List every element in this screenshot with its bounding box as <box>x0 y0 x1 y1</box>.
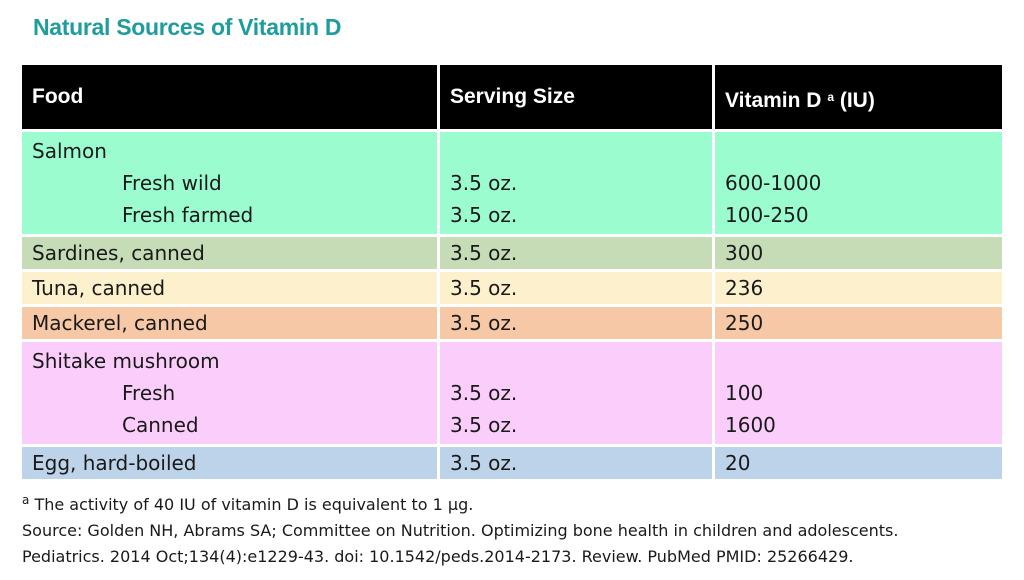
value-salmon-fresh-wild: 600-1000 <box>725 171 822 195</box>
table-row-shitake: Shitake mushroom Fresh Canned 3.5 oz. 3.… <box>22 342 1002 447</box>
value-shitake-fresh: 100 <box>725 381 764 405</box>
food-egg: Egg, hard-boiled <box>22 447 440 479</box>
vitamin-d-table: Food Serving Size Vitamin D a (IU) Salmo… <box>22 65 1002 479</box>
value-sardines: 300 <box>725 241 764 265</box>
serving-salmon-fresh-wild: 3.5 oz. <box>450 171 518 195</box>
header-vitamin-label: Vitamin D <box>725 89 822 112</box>
value-tuna: 236 <box>725 276 764 300</box>
food-salmon-fresh-farmed: Fresh farmed <box>122 203 254 227</box>
footnote-a: a The activity of 40 IU of vitamin D is … <box>22 487 898 518</box>
food-shitake-fresh: Fresh <box>122 381 176 405</box>
food-salmon-fresh-wild: Fresh wild <box>122 171 222 195</box>
serving-salmon-fresh-farmed: 3.5 oz. <box>450 203 518 227</box>
page-title: Natural Sources of Vitamin D <box>33 14 342 40</box>
table-row-tuna: Tuna, canned 3.5 oz. 236 <box>22 272 1002 307</box>
value-egg: 20 <box>725 451 751 475</box>
food-shitake-canned: Canned <box>122 413 199 437</box>
serving-mackerel: 3.5 oz. <box>440 307 715 339</box>
header-food: Food <box>22 65 440 129</box>
serving-sardines: 3.5 oz. <box>440 237 715 269</box>
food-sardines: Sardines, canned <box>22 237 440 269</box>
value-salmon-fresh-farmed: 100-250 <box>725 203 809 227</box>
value-shitake-canned: 1600 <box>725 413 776 437</box>
table-header-row: Food Serving Size Vitamin D a (IU) <box>22 65 1002 132</box>
value-mackerel: 250 <box>725 311 764 335</box>
table-row-egg: Egg, hard-boiled 3.5 oz. 20 <box>22 447 1002 479</box>
header-vitamin-superscript: a <box>827 90 834 104</box>
footnotes: a The activity of 40 IU of vitamin D is … <box>22 487 898 570</box>
serving-egg: 3.5 oz. <box>440 447 715 479</box>
food-shitake: Shitake mushroom <box>32 349 220 373</box>
source-line-2: Pediatrics. 2014 Oct;134(4):e1229-43. do… <box>22 547 854 566</box>
source-line-1: Source: Golden NH, Abrams SA; Committee … <box>22 521 899 540</box>
footnote-text: The activity of 40 IU of vitamin D is eq… <box>34 495 474 514</box>
header-vitamin-d: Vitamin D a (IU) <box>715 65 1002 129</box>
serving-shitake-fresh: 3.5 oz. <box>450 381 518 405</box>
footnote-superscript: a <box>22 493 30 507</box>
food-tuna: Tuna, canned <box>22 272 440 304</box>
serving-shitake-canned: 3.5 oz. <box>450 413 518 437</box>
food-mackerel: Mackerel, canned <box>22 307 440 339</box>
header-vitamin-unit: (IU) <box>839 89 875 112</box>
table-row-sardines: Sardines, canned 3.5 oz. 300 <box>22 237 1002 272</box>
food-salmon: Salmon <box>32 139 107 163</box>
serving-tuna: 3.5 oz. <box>440 272 715 304</box>
table-row-mackerel: Mackerel, canned 3.5 oz. 250 <box>22 307 1002 342</box>
header-serving-size: Serving Size <box>440 65 715 129</box>
table-row-salmon: Salmon Fresh wild Fresh farmed 3.5 oz. 3… <box>22 132 1002 237</box>
